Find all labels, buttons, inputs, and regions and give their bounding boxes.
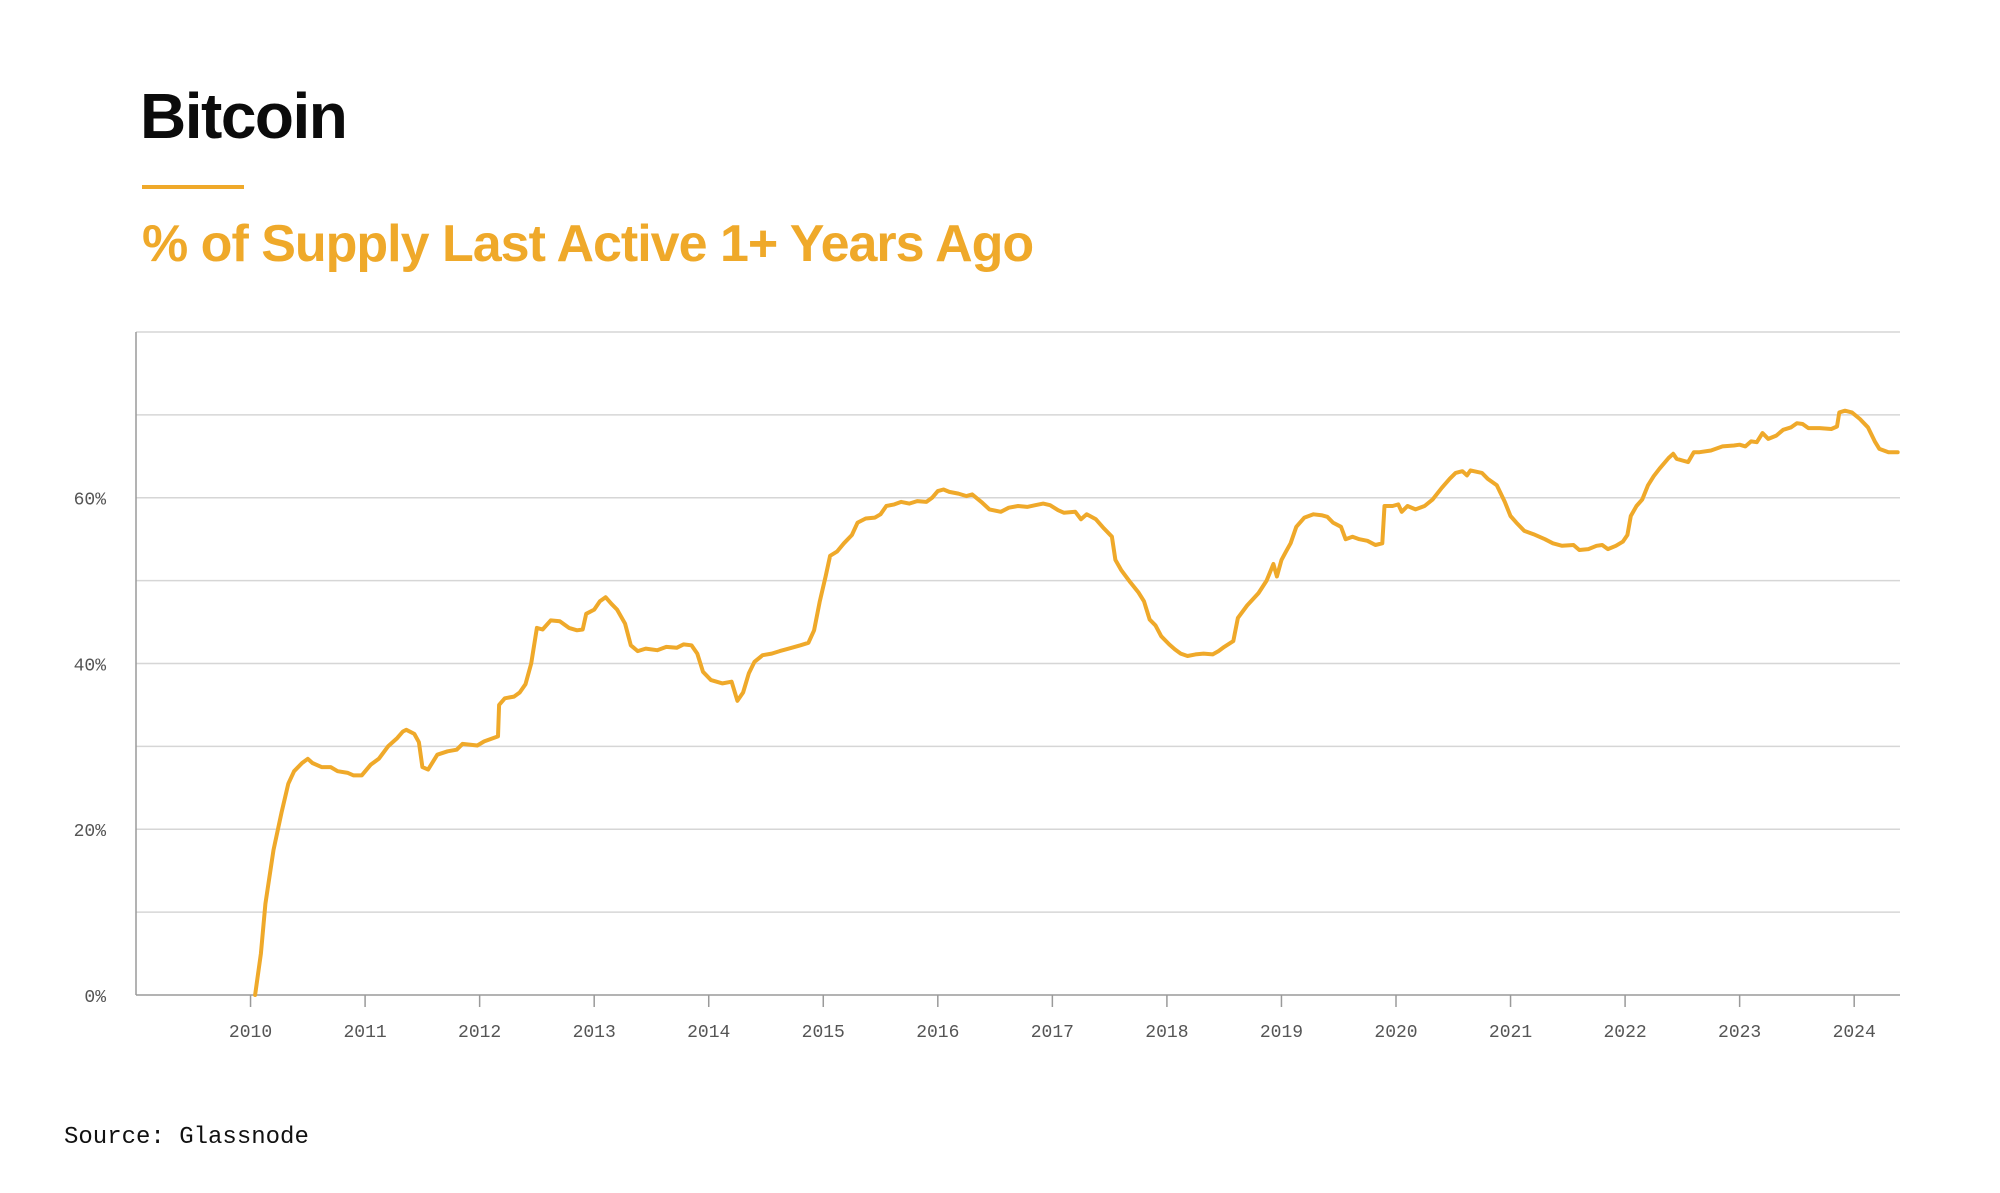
- x-tick-label-2019: 2019: [1260, 1023, 1303, 1043]
- x-tick-label-2024: 2024: [1833, 1023, 1876, 1043]
- x-tick-label-2015: 2015: [802, 1023, 845, 1043]
- y-tick-label-60: 60%: [74, 491, 107, 511]
- x-tick-label-2016: 2016: [916, 1023, 959, 1043]
- x-tick-label-2021: 2021: [1489, 1023, 1532, 1043]
- chart-subtitle: % of Supply Last Active 1+ Years Ago: [142, 215, 1034, 273]
- source-note: Source: Glassnode: [64, 1124, 309, 1151]
- x-tick-label-2012: 2012: [458, 1023, 501, 1043]
- grid-lines: [136, 331, 1900, 913]
- x-axis-ticks: 2010 2011 2012 2013 2014 2015 2016 2017 2018 2019…: [229, 995, 1876, 1043]
- x-tick-label-2010: 2010: [229, 1023, 272, 1043]
- x-tick-label-2020: 2020: [1374, 1023, 1417, 1043]
- series-line-0: [253, 408, 1900, 997]
- x-tick-label-2013: 2013: [573, 1023, 616, 1043]
- series-layer: [253, 408, 1900, 997]
- y-axis-ticks: 0% 20% 40% 60%: [74, 491, 107, 1008]
- axes: [135, 332, 1900, 996]
- y-tick-label-20: 20%: [74, 822, 107, 842]
- x-tick-label-2023: 2023: [1718, 1023, 1761, 1043]
- title-underline: [142, 185, 244, 189]
- x-tick-label-2017: 2017: [1031, 1023, 1074, 1043]
- y-tick-label-0: 0%: [84, 988, 106, 1008]
- chart-title: Bitcoin: [140, 80, 348, 152]
- x-tick-label-2011: 2011: [343, 1023, 386, 1043]
- y-tick-label-40: 40%: [74, 656, 107, 676]
- x-tick-label-2014: 2014: [687, 1023, 730, 1043]
- x-tick-label-2018: 2018: [1145, 1023, 1188, 1043]
- x-tick-label-2022: 2022: [1603, 1023, 1646, 1043]
